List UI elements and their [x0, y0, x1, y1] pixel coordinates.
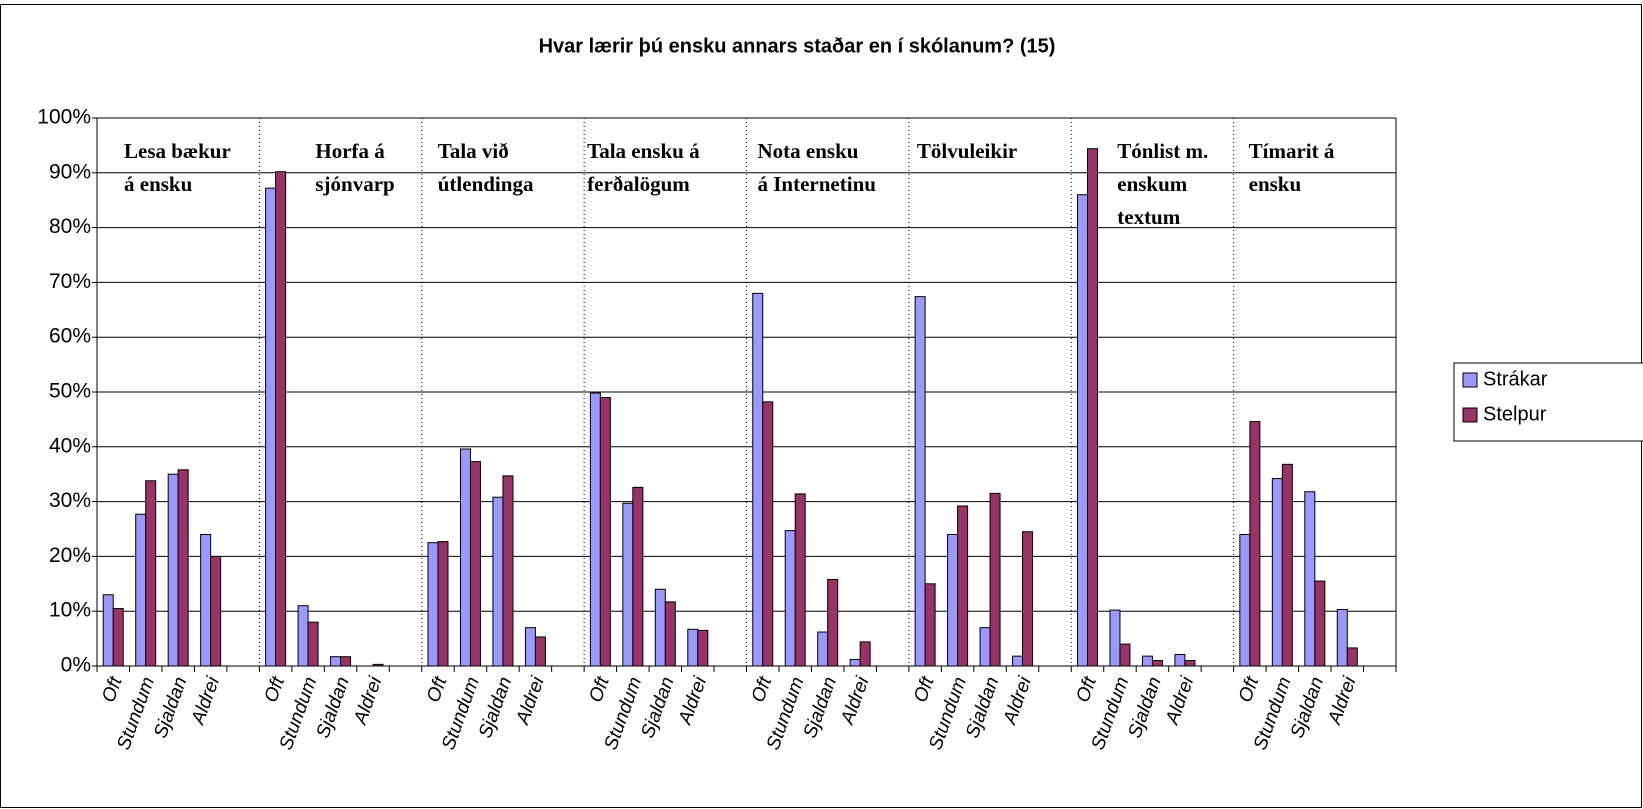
group-label: sjónvarp — [315, 172, 394, 196]
bar — [437, 541, 449, 667]
bar — [330, 656, 342, 667]
bar — [265, 187, 277, 667]
bar — [1304, 491, 1316, 667]
bar — [589, 392, 601, 667]
bar — [167, 473, 179, 667]
group-label: Tölvuleikir — [917, 139, 1017, 163]
bar — [1119, 643, 1131, 667]
bar — [145, 480, 157, 667]
bar — [1022, 531, 1034, 667]
bar — [664, 601, 676, 667]
bar — [135, 513, 147, 667]
legend-swatch — [1462, 407, 1478, 423]
y-tick-label: 60% — [49, 325, 91, 348]
group-label: Nota ensku — [758, 139, 859, 163]
bar — [794, 493, 806, 667]
bar — [275, 171, 287, 667]
bar — [924, 583, 936, 667]
bar — [112, 607, 124, 667]
bar — [687, 628, 699, 667]
legend: Strákar Stelpur — [1453, 362, 1643, 442]
group-label: Tala ensku á — [587, 139, 700, 163]
group-label: á ensku — [124, 172, 193, 196]
legend-box — [1453, 362, 1643, 442]
bar — [697, 629, 709, 667]
group-label: Tímarit á — [1249, 139, 1335, 163]
bar — [102, 594, 114, 667]
y-tick-label: 20% — [49, 544, 91, 567]
bar — [210, 555, 222, 667]
bar — [989, 492, 1001, 667]
bar — [200, 533, 212, 667]
bar — [762, 401, 774, 667]
bar — [817, 631, 829, 667]
bar — [459, 448, 471, 667]
bar — [622, 502, 634, 667]
bar — [914, 296, 926, 667]
group-label: útlendinga — [438, 172, 534, 196]
bar — [979, 627, 991, 667]
bar — [1174, 653, 1186, 667]
bar — [1151, 660, 1163, 667]
y-tick-label: 50% — [49, 380, 91, 403]
bar — [502, 475, 514, 667]
group-label: textum — [1117, 205, 1180, 229]
group-label: ferðalögum — [587, 172, 690, 196]
bar — [1346, 647, 1358, 667]
group-label: Horfa á — [315, 139, 385, 163]
bar — [1271, 478, 1283, 667]
group-label: enskum — [1117, 172, 1188, 196]
y-tick-label: 70% — [49, 270, 91, 293]
bar — [524, 627, 536, 667]
bar — [469, 461, 481, 667]
bar — [297, 605, 309, 667]
bar — [859, 641, 871, 667]
bar — [307, 621, 319, 667]
bar — [1086, 148, 1098, 667]
group-label: Tónlist m. — [1117, 139, 1208, 163]
y-tick-label: 90% — [49, 160, 91, 183]
bar — [752, 292, 764, 667]
bar — [1336, 609, 1348, 667]
bar — [784, 530, 796, 667]
y-tick-label: 100% — [37, 106, 91, 129]
group-label: á Internetinu — [758, 172, 877, 196]
bar — [1314, 580, 1326, 667]
bar — [1249, 421, 1261, 667]
bar — [534, 636, 546, 667]
y-tick-label: 0% — [61, 654, 91, 677]
bar — [827, 578, 839, 667]
legend-swatch — [1462, 372, 1478, 388]
bar — [654, 588, 666, 667]
bar — [1184, 660, 1196, 667]
chart-title: Hvar lærir þú ensku annars staðar en í s… — [539, 35, 1056, 57]
group-label: Tala við — [438, 139, 509, 163]
y-tick-label: 10% — [49, 599, 91, 622]
bar — [632, 486, 644, 667]
bar — [1109, 609, 1121, 667]
bar — [1281, 463, 1293, 667]
bar — [947, 533, 959, 667]
group-label: Lesa bækur — [124, 139, 231, 163]
bar — [1239, 533, 1251, 667]
bar — [1141, 655, 1153, 667]
bar — [492, 496, 504, 667]
bar — [1076, 194, 1088, 667]
bar — [599, 396, 611, 667]
y-tick-label: 40% — [49, 434, 91, 457]
bar — [957, 505, 969, 667]
legend-label: Strákar — [1483, 368, 1548, 390]
group-label: ensku — [1249, 172, 1302, 196]
y-tick-label: 30% — [49, 489, 91, 512]
bar — [340, 656, 352, 667]
y-tick-label: 80% — [49, 215, 91, 238]
bar — [427, 542, 439, 667]
bar — [1012, 655, 1024, 667]
legend-label: Stelpur — [1483, 403, 1547, 425]
bar — [177, 469, 189, 667]
bar — [849, 658, 861, 667]
